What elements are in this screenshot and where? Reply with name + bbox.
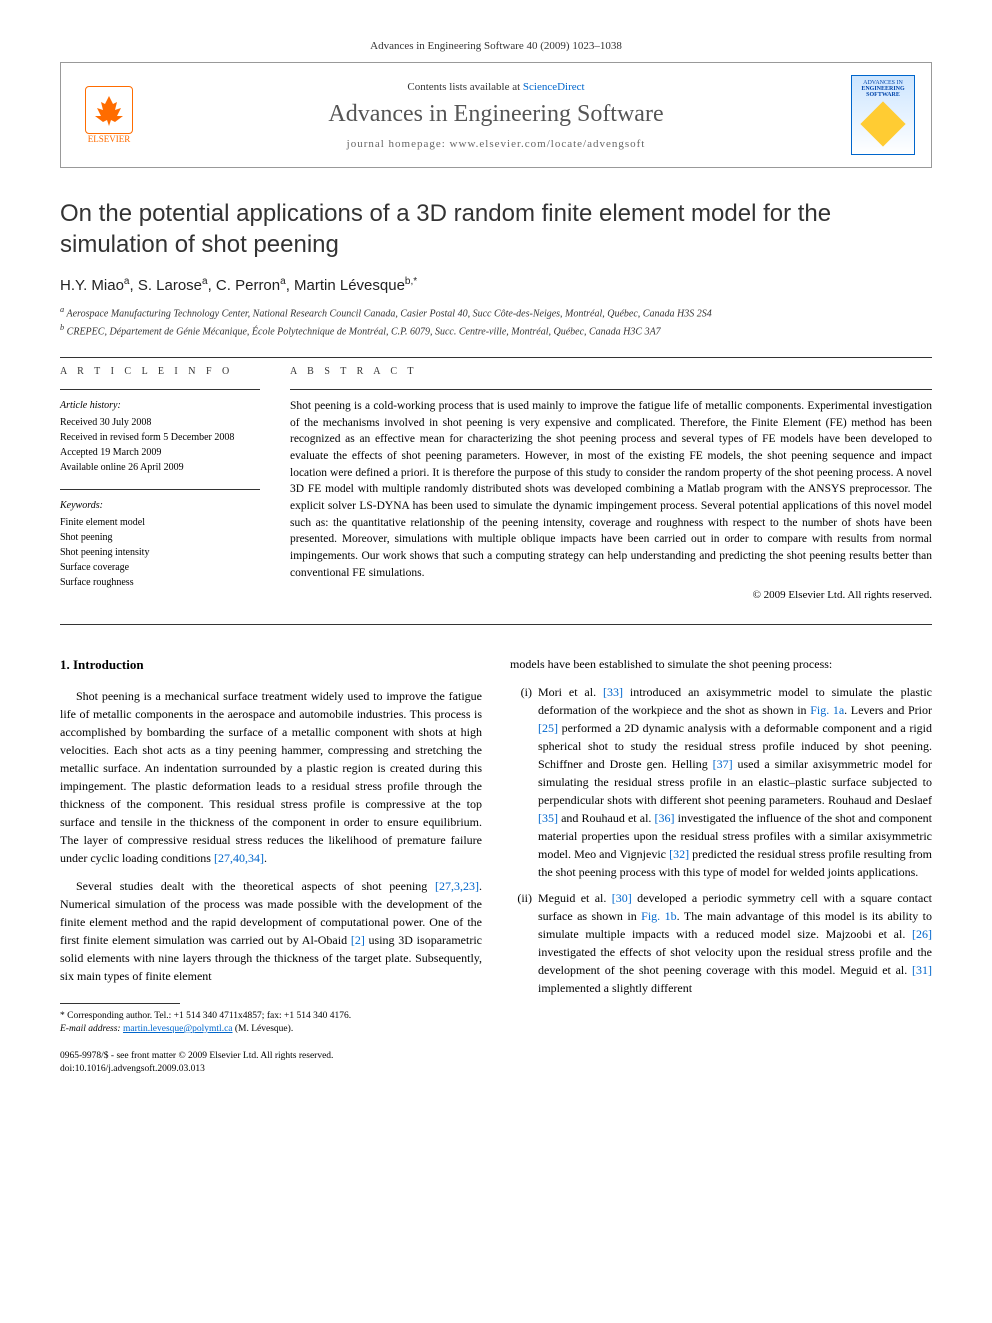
- contents-prefix: Contents lists available at: [407, 81, 522, 93]
- divider: [60, 489, 260, 490]
- elsevier-label: ELSEVIER: [88, 134, 131, 144]
- abstract-text: Shot peening is a cold-working process t…: [290, 398, 932, 581]
- left-column: 1. Introduction Shot peening is a mechan…: [60, 655, 482, 1077]
- sciencedirect-link[interactable]: ScienceDirect: [523, 81, 585, 93]
- keyword: Shot peening: [60, 530, 260, 545]
- keyword: Shot peening intensity: [60, 545, 260, 560]
- article-title: On the potential applications of a 3D ra…: [60, 198, 932, 260]
- keyword: Surface roughness: [60, 575, 260, 590]
- divider: [60, 357, 932, 358]
- cover-text-main: ENGINEERING SOFTWARE: [856, 86, 910, 98]
- list-item: (ii) Meguid et al. [30] developed a peri…: [510, 889, 932, 997]
- keyword: Finite element model: [60, 515, 260, 530]
- corr-email-line: E-mail address: martin.levesque@polymtl.…: [60, 1023, 482, 1036]
- paragraph: Several studies dealt with the theoretic…: [60, 877, 482, 985]
- author-list: H.Y. Miaoa, S. Larosea, C. Perrona, Mart…: [60, 276, 932, 294]
- paragraph: Shot peening is a mechanical surface tre…: [60, 687, 482, 867]
- corresponding-author-footnote: * Corresponding author. Tel.: +1 514 340…: [60, 1010, 482, 1037]
- abstract-column: A B S T R A C T Shot peening is a cold-w…: [290, 366, 932, 604]
- email-label: E-mail address:: [60, 1024, 121, 1034]
- running-header: Advances in Engineering Software 40 (200…: [60, 40, 932, 52]
- journal-homepage: journal homepage: www.elsevier.com/locat…: [157, 138, 835, 150]
- section-heading: 1. Introduction: [60, 655, 482, 675]
- history-item: Accepted 19 March 2009: [60, 445, 260, 460]
- affiliation-b: b CREPEC, Département de Génie Mécanique…: [60, 322, 932, 339]
- article-info-column: A R T I C L E I N F O Article history: R…: [60, 366, 260, 604]
- elsevier-logo: ELSEVIER: [77, 79, 141, 151]
- article-info-heading: A R T I C L E I N F O: [60, 366, 260, 377]
- list-marker: (i): [510, 683, 538, 881]
- info-abstract-row: A R T I C L E I N F O Article history: R…: [60, 366, 932, 604]
- journal-banner: ELSEVIER Contents lists available at Sci…: [60, 62, 932, 168]
- banner-center: Contents lists available at ScienceDirec…: [157, 81, 835, 150]
- doi-line: doi:10.1016/j.advengsoft.2009.03.013: [60, 1063, 482, 1076]
- history-label: Article history:: [60, 398, 260, 413]
- journal-cover-thumbnail: ADVANCES IN ENGINEERING SOFTWARE: [851, 75, 915, 155]
- keywords-label: Keywords:: [60, 498, 260, 513]
- divider: [60, 624, 932, 625]
- journal-name: Advances in Engineering Software: [157, 101, 835, 128]
- email-suffix: (M. Lévesque).: [235, 1024, 293, 1034]
- list-content: Meguid et al. [30] developed a periodic …: [538, 889, 932, 997]
- abstract-heading: A B S T R A C T: [290, 366, 932, 377]
- history-item: Received 30 July 2008: [60, 415, 260, 430]
- list-item: (i) Mori et al. [33] introduced an axisy…: [510, 683, 932, 881]
- paragraph: models have been established to simulate…: [510, 655, 932, 673]
- contents-available-line: Contents lists available at ScienceDirec…: [157, 81, 835, 93]
- affiliations: a Aerospace Manufacturing Technology Cen…: [60, 304, 932, 339]
- keywords-block: Keywords: Finite element model Shot peen…: [60, 498, 260, 590]
- history-item: Available online 26 April 2009: [60, 460, 260, 475]
- elsevier-tree-icon: [85, 86, 133, 134]
- divider: [60, 389, 260, 390]
- history-item: Received in revised form 5 December 2008: [60, 430, 260, 445]
- body-two-column: 1. Introduction Shot peening is a mechan…: [60, 655, 932, 1077]
- abstract-copyright: © 2009 Elsevier Ltd. All rights reserved…: [290, 589, 932, 601]
- affiliation-a: a Aerospace Manufacturing Technology Cen…: [60, 304, 932, 321]
- list-content: Mori et al. [33] introduced an axisymmet…: [538, 683, 932, 881]
- footnote-divider: [60, 1003, 180, 1004]
- corr-author-line: * Corresponding author. Tel.: +1 514 340…: [60, 1010, 482, 1023]
- right-column: models have been established to simulate…: [510, 655, 932, 1077]
- keyword: Surface coverage: [60, 560, 260, 575]
- list-marker: (ii): [510, 889, 538, 997]
- cover-graphic-icon: [860, 101, 905, 146]
- front-matter-footer: 0965-9978/$ - see front matter © 2009 El…: [60, 1050, 482, 1077]
- corr-email-link[interactable]: martin.levesque@polymtl.ca: [123, 1024, 233, 1034]
- article-history-block: Article history: Received 30 July 2008 R…: [60, 398, 260, 475]
- divider: [290, 389, 932, 390]
- issn-line: 0965-9978/$ - see front matter © 2009 El…: [60, 1050, 482, 1063]
